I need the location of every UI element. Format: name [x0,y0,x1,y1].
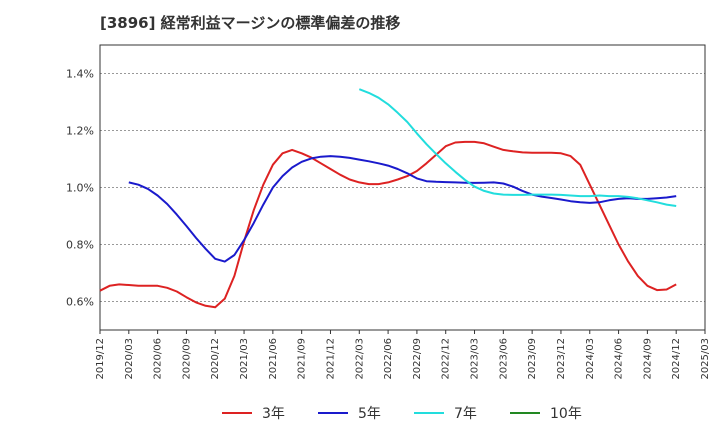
x-tick-label: 2021/09 [297,338,308,380]
x-tick-label: 2024/06 [614,338,625,380]
chart-title: [3896] 経常利益マージンの標準偏差の推移 [100,14,401,32]
x-tick-label: 2021/06 [268,338,279,380]
x-tick-label: 2023/09 [527,338,538,380]
y-tick-label: 0.6% [66,296,94,309]
legend-label: 7年 [454,406,477,422]
plot-area-border [99,44,706,331]
x-tick-label: 2020/09 [181,338,192,380]
legend-label: 5年 [358,406,381,422]
x-tick-label: 2020/12 [210,338,221,380]
grid-lines [100,73,705,302]
series-line-5年 [128,155,677,263]
y-tick-label: 1.0% [66,182,94,195]
x-tick-label: 2023/06 [498,338,509,380]
x-tick-label: 2023/03 [470,338,481,380]
y-tick-label: 1.2% [66,125,94,138]
x-tick-label: 2024/03 [585,338,596,380]
series-line-7年 [358,88,677,207]
x-tick-label: 2020/06 [153,338,164,380]
legend-label: 10年 [550,406,582,422]
series-line-3年 [99,140,677,309]
x-tick-label: 2022/09 [412,338,423,380]
y-tick-label: 0.8% [66,239,94,252]
x-tick-label: 2024/09 [642,338,653,380]
x-tick-label: 2022/12 [441,338,452,380]
legend-label: 3年 [262,406,285,422]
y-tick-label: 1.4% [66,68,94,81]
series-lines [99,88,677,309]
x-tick-label: 2023/12 [556,338,567,380]
x-tick-label: 2025/03 [700,338,711,380]
x-tick-label: 2021/03 [239,338,250,380]
x-tick-label: 2019/12 [95,338,106,380]
x-tick-label: 2022/03 [354,338,365,380]
x-tick-label: 2024/12 [671,338,682,380]
y-axis-ticks: 0.6% 0.8% 1.0% 1.2% 1.4% [66,68,94,309]
legend: 3年 5年 7年 10年 [222,406,582,422]
x-tick-label: 2022/06 [383,338,394,380]
x-tick-label: 2021/12 [325,338,336,380]
x-tick-label: 2020/03 [124,338,135,380]
x-axis-ticks: 2019/12 2020/03 2020/06 2020/09 2020/12 2021/… [95,330,711,380]
